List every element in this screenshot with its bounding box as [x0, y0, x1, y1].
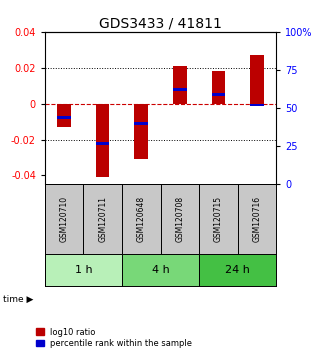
Text: GSM120648: GSM120648 [137, 196, 146, 242]
Bar [57, 116, 71, 119]
Bar [238, 184, 276, 254]
Text: time ▶: time ▶ [3, 295, 34, 304]
Legend: log10 ratio, percentile rank within the sample: log10 ratio, percentile rank within the … [36, 327, 192, 348]
Text: 24 h: 24 h [225, 265, 250, 275]
Bar [199, 184, 238, 254]
Bar [57, 104, 71, 127]
Text: GSM120715: GSM120715 [214, 196, 223, 242]
Bar [134, 122, 148, 125]
Text: GSM120710: GSM120710 [60, 196, 69, 242]
Text: GSM120708: GSM120708 [175, 196, 184, 242]
Text: 4 h: 4 h [152, 265, 169, 275]
Bar [83, 184, 122, 254]
Bar [96, 142, 109, 144]
Bar [45, 184, 83, 254]
Bar [122, 184, 160, 254]
Text: GSM120716: GSM120716 [252, 196, 261, 242]
Bar [173, 66, 187, 104]
Bar [134, 104, 148, 159]
Text: GSM120711: GSM120711 [98, 196, 107, 242]
Bar [96, 104, 109, 177]
Bar [250, 55, 264, 104]
Bar [199, 254, 276, 286]
Bar [250, 104, 264, 107]
Bar [212, 72, 225, 104]
Bar [122, 254, 199, 286]
Title: GDS3433 / 41811: GDS3433 / 41811 [99, 17, 222, 31]
Bar [45, 254, 122, 286]
Bar [160, 184, 199, 254]
Bar [212, 93, 225, 96]
Bar [173, 88, 187, 91]
Text: 1 h: 1 h [75, 265, 92, 275]
